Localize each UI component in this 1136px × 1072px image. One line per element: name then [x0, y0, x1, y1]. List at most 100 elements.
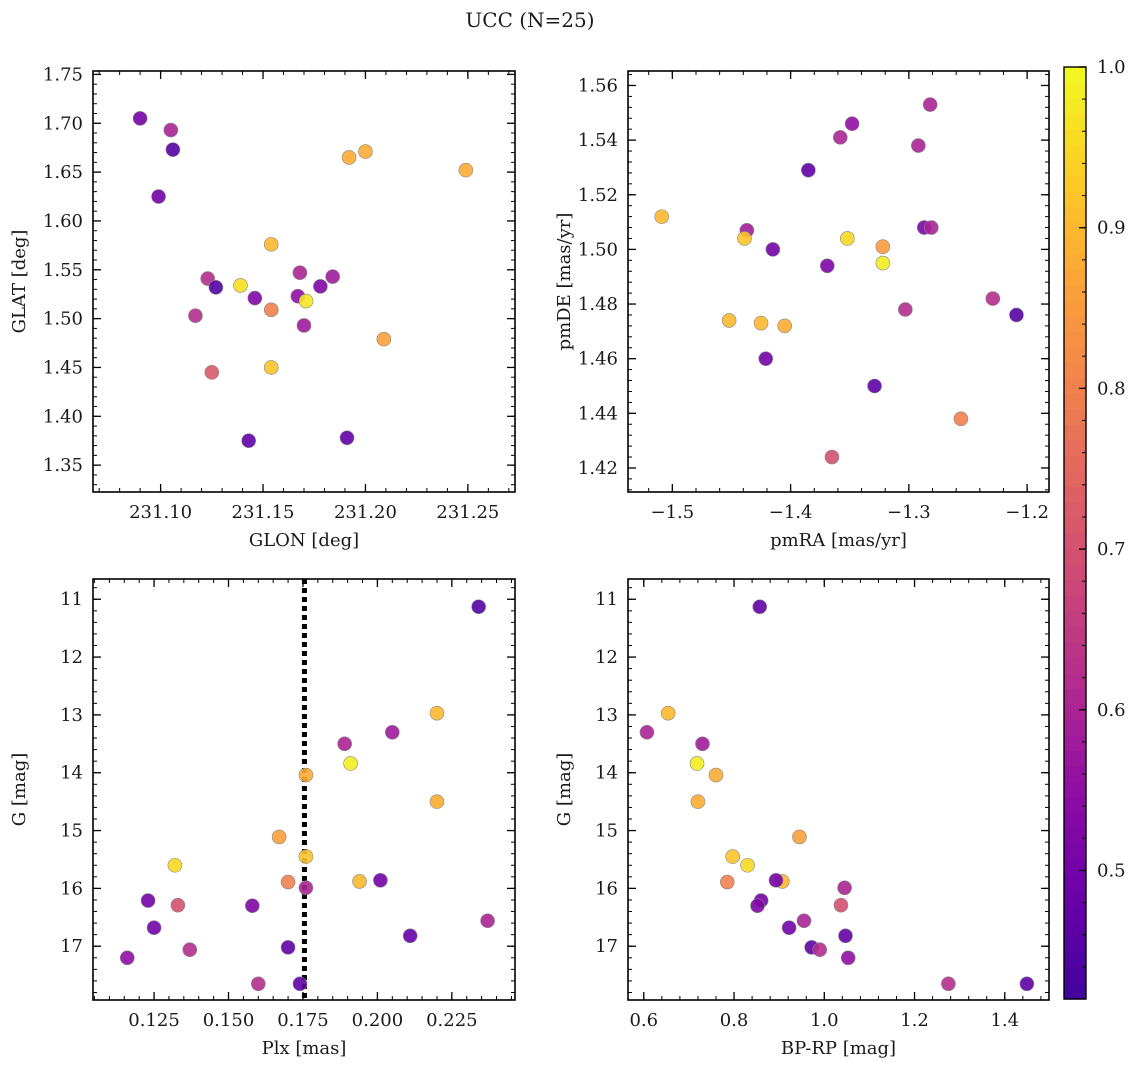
colorbar-segment [1064, 160, 1086, 177]
data-point [690, 794, 706, 809]
colorbar-segment [1064, 983, 1086, 1000]
y-axis-label: pmDE [mas/yr] [554, 213, 575, 351]
colorbar-segment [1064, 719, 1086, 736]
colorbar-segment [1064, 362, 1086, 379]
colorbar-segment [1064, 967, 1086, 985]
data-point [875, 239, 891, 254]
colorbar-segment [1064, 859, 1086, 876]
y-tick-label: 13 [595, 705, 618, 726]
data-point [985, 291, 1001, 306]
y-tick-label: 12 [60, 647, 83, 668]
x-tick-label: 231.20 [334, 502, 397, 523]
plot-frame [627, 578, 1050, 1001]
data-point [725, 849, 740, 864]
x-tick-label: −1.5 [650, 502, 694, 523]
y-tick-label: 15 [60, 821, 83, 842]
colorbar-segment [1064, 734, 1086, 752]
data-point [241, 433, 256, 449]
data-point [140, 893, 156, 908]
colorbar-segment [1064, 377, 1086, 394]
data-point [151, 189, 166, 204]
colorbar-segment [1064, 610, 1086, 627]
colorbar-segment [1064, 424, 1086, 441]
x-tick-label: −1.4 [769, 502, 813, 523]
data-point [911, 138, 926, 153]
x-tick-label: 0.225 [426, 1010, 478, 1031]
x-axis-label: Plx [mas] [262, 1038, 347, 1059]
x-tick-label: 0.8 [720, 1010, 749, 1031]
data-point [385, 724, 400, 740]
data-point [752, 599, 768, 615]
y-tick-label: 1.48 [578, 294, 618, 315]
colorbar-segment [1064, 175, 1086, 192]
y-tick-label: 17 [595, 936, 618, 957]
data-point [204, 365, 220, 380]
plot-frame [627, 70, 1050, 493]
data-point [758, 351, 774, 366]
colorbar-segment [1064, 921, 1086, 938]
data-point [341, 150, 357, 165]
y-tick-label: 1.45 [43, 357, 83, 378]
colorbar-tick-label: 0.5 [1097, 860, 1126, 881]
y-axis-label: G [mag] [9, 753, 30, 826]
colorbar-segment [1064, 98, 1086, 115]
data-point [777, 318, 792, 334]
data-point [296, 318, 312, 333]
y-tick-label: 1.70 [43, 113, 83, 134]
colorbar-segment [1064, 331, 1086, 348]
data-point [721, 313, 737, 328]
data-point [824, 449, 840, 465]
data-point [280, 874, 296, 890]
data-point [146, 920, 162, 936]
colorbar-segment [1064, 191, 1086, 208]
x-tick-label: 0.150 [203, 1010, 255, 1031]
y-tick-label: 1.65 [43, 162, 83, 183]
colorbar-segment [1064, 222, 1086, 239]
data-point [343, 756, 358, 771]
y-tick-label: 1.56 [578, 75, 618, 96]
colorbar: 0.5 0.6 0.7 0.8 0.9 1.0 [1063, 57, 1126, 1000]
y-tick-label: 12 [595, 647, 618, 668]
colorbar-segment [1064, 595, 1086, 612]
data-point [875, 255, 891, 271]
data-point [695, 736, 710, 752]
data-point [689, 756, 705, 771]
colorbar-segment [1064, 936, 1086, 953]
data-point [337, 736, 352, 752]
colorbar-segment [1064, 843, 1086, 860]
colorbar-segment [1064, 408, 1086, 425]
colorbar-segment [1064, 890, 1086, 907]
y-tick-label: 1.54 [578, 130, 618, 151]
x-axis-label: pmRA [mas/yr] [770, 530, 907, 551]
colorbar-segment [1064, 82, 1086, 99]
x-tick-label: 0.175 [277, 1010, 329, 1031]
colorbar-segment [1064, 129, 1086, 146]
colorbar-segment [1064, 533, 1086, 550]
y-tick-label: 14 [60, 763, 83, 784]
colorbar-segment [1064, 703, 1086, 720]
data-point [781, 920, 797, 936]
data-point [796, 913, 812, 929]
y-tick-label: 16 [60, 878, 83, 899]
bprp-g-scatter-panel: 0.6 0.8 1.0 1.2 1.4 11 12 13 14 15 16 17 BP-RP [mag]… [554, 578, 1050, 1059]
colorbar-segment [1064, 284, 1086, 301]
colorbar-segment [1064, 905, 1086, 922]
data-point [471, 599, 486, 615]
data-point [833, 897, 849, 913]
data-point [708, 767, 724, 783]
colorbar-segment [1064, 455, 1086, 472]
data-point [280, 940, 296, 955]
data-point [298, 880, 314, 896]
data-point [924, 220, 939, 235]
colorbar-tick-label: 1.0 [1097, 57, 1126, 78]
data-point [429, 794, 445, 809]
colorbar-segment [1064, 828, 1086, 845]
colorbar-segment [1064, 579, 1086, 596]
y-tick-label: 1.44 [578, 403, 618, 424]
y-tick-label: 1.50 [43, 309, 83, 330]
y-tick-label: 1.75 [43, 64, 83, 85]
colorbar-segment [1064, 315, 1086, 332]
data-point [247, 290, 263, 306]
data-point [953, 411, 969, 427]
